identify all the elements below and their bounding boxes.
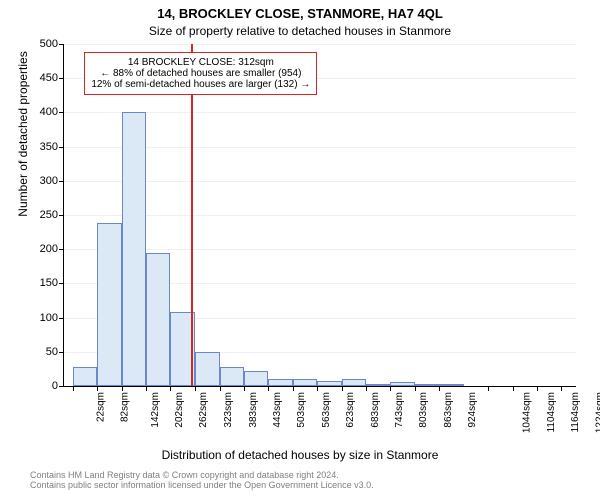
x-tick-mark	[73, 386, 74, 391]
x-tick-label: 1044sqm	[522, 392, 533, 433]
annotation-line: 12% of semi-detached houses are larger (…	[91, 79, 310, 90]
x-tick-mark	[342, 386, 343, 391]
annotation-box: 14 BROCKLEY CLOSE: 312sqm← 88% of detach…	[84, 52, 317, 95]
y-tick-label: 50	[46, 346, 58, 358]
x-tick-mark	[366, 386, 367, 391]
chart-subtitle: Size of property relative to detached ho…	[0, 24, 600, 38]
x-tick-label: 202sqm	[174, 392, 185, 428]
y-tick-label: 450	[40, 72, 58, 84]
x-tick-mark	[220, 386, 221, 391]
histogram-bar	[293, 379, 317, 386]
x-tick-mark	[195, 386, 196, 391]
y-tick-mark	[59, 44, 64, 45]
x-tick-label: 1224sqm	[595, 392, 600, 433]
y-tick-label: 100	[40, 312, 58, 324]
histogram-bar	[73, 367, 97, 386]
x-tick-label: 924sqm	[468, 392, 479, 428]
x-tick-mark	[122, 386, 123, 391]
x-tick-mark	[97, 386, 98, 391]
x-tick-mark	[146, 386, 147, 391]
x-tick-label: 22sqm	[95, 392, 106, 422]
x-tick-label: 82sqm	[120, 392, 131, 422]
x-tick-label: 623sqm	[345, 392, 356, 428]
y-tick-mark	[59, 147, 64, 148]
x-tick-label: 443sqm	[272, 392, 283, 428]
histogram-bar	[244, 371, 268, 386]
y-tick-mark	[59, 318, 64, 319]
histogram-bar	[220, 367, 244, 386]
histogram-bar	[390, 382, 414, 386]
y-tick-mark	[59, 352, 64, 353]
histogram-bar	[195, 352, 219, 386]
x-tick-mark	[317, 386, 318, 391]
histogram-bar	[317, 381, 341, 386]
y-tick-mark	[59, 215, 64, 216]
x-tick-label: 863sqm	[443, 392, 454, 428]
annotation-line: ← 88% of detached houses are smaller (95…	[91, 68, 310, 79]
x-tick-mark	[170, 386, 171, 391]
y-tick-mark	[59, 181, 64, 182]
footer-line-1: Contains HM Land Registry data © Crown c…	[30, 470, 339, 480]
y-tick-mark	[59, 112, 64, 113]
y-axis-label: Number of detached properties	[16, 0, 30, 305]
x-tick-mark	[488, 386, 489, 391]
x-tick-mark	[390, 386, 391, 391]
y-tick-label: 250	[40, 209, 58, 221]
x-tick-mark	[561, 386, 562, 391]
chart-container: 14, BROCKLEY CLOSE, STANMORE, HA7 4QL Si…	[0, 0, 600, 500]
x-axis-label: Distribution of detached houses by size …	[0, 448, 600, 462]
histogram-bar	[366, 384, 390, 386]
x-tick-label: 1104sqm	[546, 392, 557, 432]
x-tick-mark	[268, 386, 269, 391]
x-tick-label: 803sqm	[418, 392, 429, 428]
gridline-h	[64, 44, 576, 45]
x-tick-label: 563sqm	[321, 392, 332, 428]
x-tick-mark	[415, 386, 416, 391]
x-tick-mark	[439, 386, 440, 391]
histogram-bar	[439, 384, 463, 386]
histogram-bar	[342, 379, 366, 386]
x-tick-mark	[293, 386, 294, 391]
y-tick-mark	[59, 283, 64, 284]
y-tick-label: 350	[40, 141, 58, 153]
y-tick-label: 150	[40, 277, 58, 289]
histogram-bar	[97, 223, 121, 386]
x-tick-label: 1164sqm	[570, 392, 581, 432]
footer-line-2: Contains public sector information licen…	[30, 480, 374, 490]
y-tick-mark	[59, 249, 64, 250]
x-tick-mark	[537, 386, 538, 391]
property-marker-line	[191, 44, 193, 386]
chart-title: 14, BROCKLEY CLOSE, STANMORE, HA7 4QL	[0, 6, 600, 21]
x-tick-label: 383sqm	[248, 392, 259, 428]
histogram-bar	[146, 253, 170, 386]
x-tick-label: 262sqm	[199, 392, 210, 428]
y-tick-label: 0	[52, 380, 58, 392]
y-tick-label: 300	[40, 175, 58, 187]
x-tick-label: 683sqm	[370, 392, 381, 428]
annotation-line: 14 BROCKLEY CLOSE: 312sqm	[91, 57, 310, 68]
y-tick-label: 500	[40, 38, 58, 50]
footer-attribution: Contains HM Land Registry data © Crown c…	[30, 470, 600, 490]
x-tick-label: 142sqm	[150, 392, 161, 428]
plot-area: 05010015020025030035040045050022sqm82sqm…	[63, 44, 576, 387]
y-tick-mark	[59, 78, 64, 79]
y-tick-label: 400	[40, 106, 58, 118]
histogram-bar	[268, 379, 292, 386]
histogram-bar	[415, 384, 439, 386]
y-tick-label: 200	[40, 243, 58, 255]
histogram-bar	[122, 112, 146, 386]
x-tick-mark	[513, 386, 514, 391]
x-tick-mark	[244, 386, 245, 391]
y-tick-mark	[59, 386, 64, 387]
x-tick-label: 503sqm	[296, 392, 307, 428]
x-tick-label: 743sqm	[394, 392, 405, 428]
x-tick-label: 323sqm	[223, 392, 234, 428]
